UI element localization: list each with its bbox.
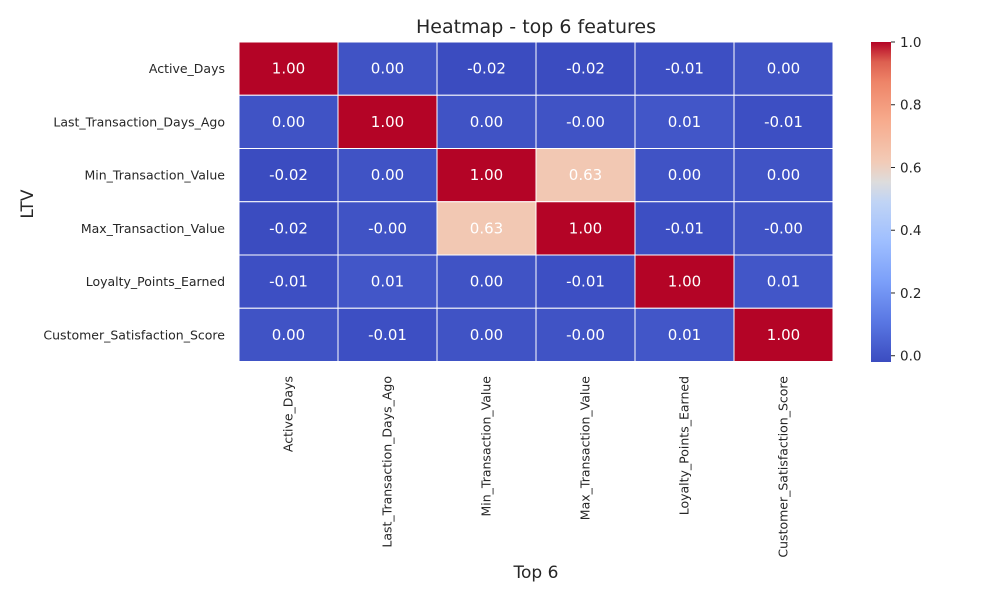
cell-value-label: 0.00	[470, 326, 503, 344]
heatmap-cell	[535, 94, 636, 149]
heatmap-cell	[238, 307, 339, 362]
cell-value-label: -0.02	[269, 219, 308, 237]
heatmap-cell	[535, 307, 636, 362]
cell-value-label: -0.02	[566, 60, 605, 78]
x-axis-label: Top 6	[513, 563, 559, 583]
cell-value-label: -0.00	[566, 326, 605, 344]
colorbar-tick-label: 0.4	[900, 223, 921, 239]
colorbar-tick-label: 0.8	[900, 98, 921, 114]
colorbar-tick-label: 1.0	[900, 35, 921, 51]
heatmap-cell	[337, 148, 438, 203]
column-tick-label: Last_Transaction_Days_Ago	[380, 376, 395, 548]
cell-value-label: -0.01	[665, 60, 704, 78]
cell-value-label: 0.01	[668, 113, 701, 131]
heatmap-cell	[634, 148, 735, 203]
column-tick-label: Max_Transaction_Value	[578, 376, 593, 520]
heatmap-cell	[733, 201, 834, 256]
row-tick-label: Max_Transaction_Value	[81, 221, 225, 236]
heatmap-cells: 1.00 0.00 -0.02 -0.02 -0.01 0.00 0.00 1.00 0.00 -…	[238, 41, 834, 362]
row-tick-label: Loyalty_Points_Earned	[86, 274, 225, 289]
colorbar-gradient	[871, 42, 891, 362]
cell-value-label: -0.01	[269, 273, 308, 291]
cell-value-label: 0.00	[272, 326, 305, 344]
row-tick-labels: Active_Days Last_Transaction_Days_Ago Min_…	[43, 61, 225, 342]
row-tick-label: Customer_Satisfaction_Score	[43, 327, 225, 342]
heatmap-cell	[733, 41, 834, 96]
column-tick-label: Customer_Satisfaction_Score	[776, 376, 791, 558]
cell-value-label: -0.01	[368, 326, 407, 344]
cell-value-label: -0.01	[764, 113, 803, 131]
cell-value-label: 0.01	[668, 326, 701, 344]
cell-value-label: 1.00	[767, 326, 800, 344]
heatmap-cell	[733, 254, 834, 309]
cell-value-label: 0.00	[371, 60, 404, 78]
heatmap-cell	[733, 307, 834, 362]
cell-value-label: -0.00	[566, 113, 605, 131]
colorbar: 0.0 0.2 0.4 0.6 0.8 1.0	[871, 35, 921, 365]
colorbar-tick-label: 0.2	[900, 286, 921, 302]
column-tick-label: Min_Transaction_Value	[479, 376, 494, 517]
cell-value-label: 0.00	[470, 113, 503, 131]
heatmap-cell	[733, 148, 834, 203]
cell-value-label: 1.00	[470, 166, 503, 184]
cell-value-label: -0.01	[566, 273, 605, 291]
heatmap-cell	[337, 201, 438, 256]
heatmap-cell	[238, 201, 339, 256]
column-tick-labels: Active_Days Last_Transaction_Days_Ago Min_…	[281, 376, 791, 558]
cell-value-label: 0.63	[569, 166, 602, 184]
cell-value-label: 0.00	[668, 166, 701, 184]
cell-value-label: 0.00	[767, 60, 800, 78]
heatmap-cell	[436, 201, 537, 256]
cell-value-label: 1.00	[272, 60, 305, 78]
cell-value-label: -0.02	[269, 166, 308, 184]
cell-value-label: 0.00	[371, 166, 404, 184]
heatmap-cell	[634, 307, 735, 362]
cell-value-label: -0.02	[467, 60, 506, 78]
row-tick-label: Active_Days	[149, 61, 225, 76]
cell-value-label: 0.00	[767, 166, 800, 184]
heatmap-cell	[535, 254, 636, 309]
heatmap-cell	[238, 41, 339, 96]
column-tick-label: Loyalty_Points_Earned	[677, 376, 692, 515]
colorbar-tick-label: 0.0	[900, 349, 921, 365]
cell-value-label: 0.01	[767, 273, 800, 291]
heatmap-cell	[535, 201, 636, 256]
cell-value-label: 0.63	[470, 219, 503, 237]
chart-title: Heatmap - top 6 features	[416, 16, 656, 38]
row-tick-label: Min_Transaction_Value	[84, 168, 225, 183]
heatmap-cell	[535, 148, 636, 203]
heatmap-cell	[436, 41, 537, 96]
cell-value-label: 0.01	[371, 273, 404, 291]
column-tick-label: Active_Days	[281, 376, 296, 452]
heatmap-cell	[733, 94, 834, 149]
cell-value-label: 1.00	[668, 273, 701, 291]
heatmap-cell	[634, 201, 735, 256]
heatmap-cell	[634, 254, 735, 309]
cell-value-label: 1.00	[569, 219, 602, 237]
cell-value-label: 1.00	[371, 113, 404, 131]
cell-value-label: -0.01	[665, 219, 704, 237]
heatmap-cell	[535, 41, 636, 96]
colorbar-tick-label: 0.6	[900, 160, 921, 176]
cell-value-label: 0.00	[470, 273, 503, 291]
heatmap-cell	[436, 254, 537, 309]
row-tick-label: Last_Transaction_Days_Ago	[53, 114, 225, 129]
cell-value-label: 0.00	[272, 113, 305, 131]
heatmap-cell	[337, 94, 438, 149]
heatmap-cell	[337, 41, 438, 96]
cell-value-label: -0.00	[764, 219, 803, 237]
y-axis-label: LTV	[18, 189, 38, 219]
cell-value-label: -0.00	[368, 219, 407, 237]
heatmap-cell	[238, 254, 339, 309]
